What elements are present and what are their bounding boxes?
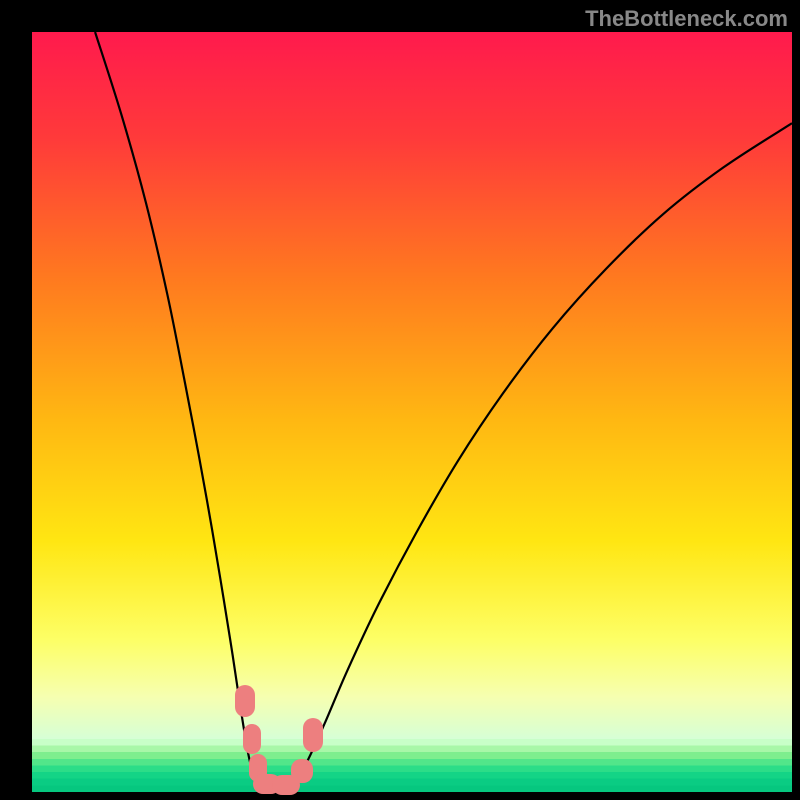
watermark-text: TheBottleneck.com [585, 6, 788, 32]
data-marker [243, 724, 261, 754]
plot-area [32, 32, 792, 792]
bottom-green-bands [32, 739, 792, 792]
chart-canvas: TheBottleneck.com [0, 0, 800, 800]
data-marker [291, 759, 313, 783]
data-marker [235, 685, 255, 717]
data-marker [303, 718, 323, 752]
background-gradient [32, 32, 792, 739]
